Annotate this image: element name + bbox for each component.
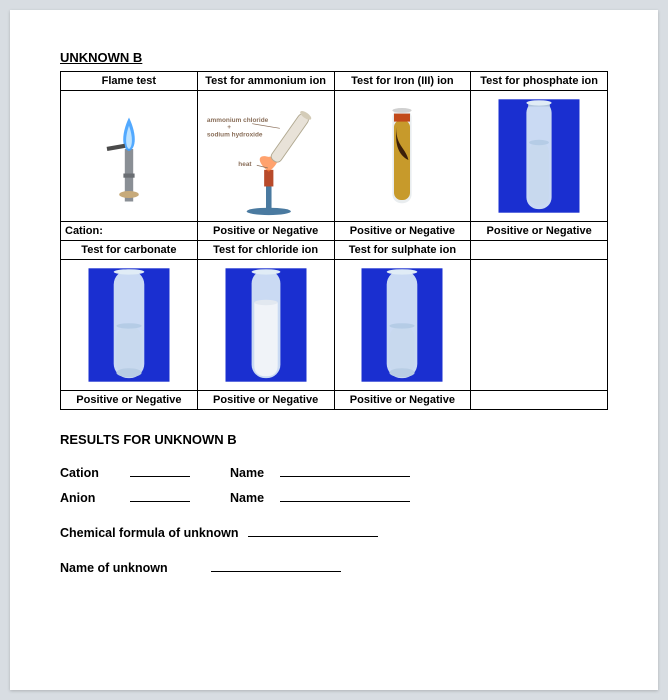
col3-header: Test for Iron (III) ion — [334, 72, 471, 91]
ammonium-result: Positive or Negative — [197, 222, 334, 241]
header-row-2: Test for carbonate Test for chloride ion… — [61, 241, 608, 260]
image-row-2 — [61, 260, 608, 391]
header-row-1: Flame test Test for ammonium ion Test fo… — [61, 72, 608, 91]
name-unknown-line: Name of unknown — [60, 560, 608, 575]
anion-name-label: Name — [230, 491, 280, 505]
ammonium-diagram: ammonium chloride + sodium hydroxide hea… — [197, 91, 334, 222]
iron-result: Positive or Negative — [334, 222, 471, 241]
col1-header: Flame test — [61, 72, 198, 91]
formula-label: Chemical formula of unknown — [60, 526, 239, 540]
empty-header — [471, 241, 608, 260]
col4-header: Test for phosphate ion — [471, 72, 608, 91]
anion-label: Anion — [60, 491, 130, 505]
tests-table: Flame test Test for ammonium ion Test fo… — [60, 71, 608, 410]
name-unknown-label: Name of unknown — [60, 561, 168, 575]
flame-test-image — [61, 91, 198, 222]
diag-label-heat: heat — [238, 161, 252, 168]
carbonate-header: Test for carbonate — [61, 241, 198, 260]
unknown-b-heading: UNKNOWN B — [60, 50, 608, 65]
worksheet-page: UNKNOWN B Flame test Test for ammonium i… — [10, 10, 658, 690]
empty-result — [471, 391, 608, 410]
cation-blank — [130, 465, 190, 477]
sulphate-result: Positive or Negative — [334, 391, 471, 410]
cation-name-blank — [280, 465, 410, 477]
anion-result-row: Anion Name — [60, 490, 608, 505]
carbonate-test-image — [61, 260, 198, 391]
sulphate-header: Test for sulphate ion — [334, 241, 471, 260]
chloride-header: Test for chloride ion — [197, 241, 334, 260]
phosphate-result: Positive or Negative — [471, 222, 608, 241]
col2-header: Test for ammonium ion — [197, 72, 334, 91]
cation-cell: Cation: — [61, 222, 198, 241]
cation-result-row: Cation Name — [60, 465, 608, 480]
cation-label: Cation — [60, 466, 130, 480]
formula-line: Chemical formula of unknown — [60, 525, 608, 540]
name-unknown-blank — [211, 560, 341, 572]
iron-test-image — [334, 91, 471, 222]
sulphate-test-image — [334, 260, 471, 391]
anion-name-blank — [280, 490, 410, 502]
diag-label-ammonium: ammonium chloride — [207, 117, 269, 124]
result-row-2: Positive or Negative Positive or Negativ… — [61, 391, 608, 410]
empty-image-cell — [471, 260, 608, 391]
svg-text:+: + — [227, 124, 231, 131]
anion-blank — [130, 490, 190, 502]
formula-blank — [248, 525, 378, 537]
cation-name-label: Name — [230, 466, 280, 480]
result-row-1: Cation: Positive or Negative Positive or… — [61, 222, 608, 241]
results-heading: RESULTS FOR UNKNOWN B — [60, 432, 608, 447]
phosphate-test-image — [471, 91, 608, 222]
chloride-result: Positive or Negative — [197, 391, 334, 410]
carbonate-result: Positive or Negative — [61, 391, 198, 410]
image-row-1: ammonium chloride + sodium hydroxide hea… — [61, 91, 608, 222]
diag-label-sodium: sodium hydroxide — [207, 132, 263, 139]
chloride-test-image — [197, 260, 334, 391]
